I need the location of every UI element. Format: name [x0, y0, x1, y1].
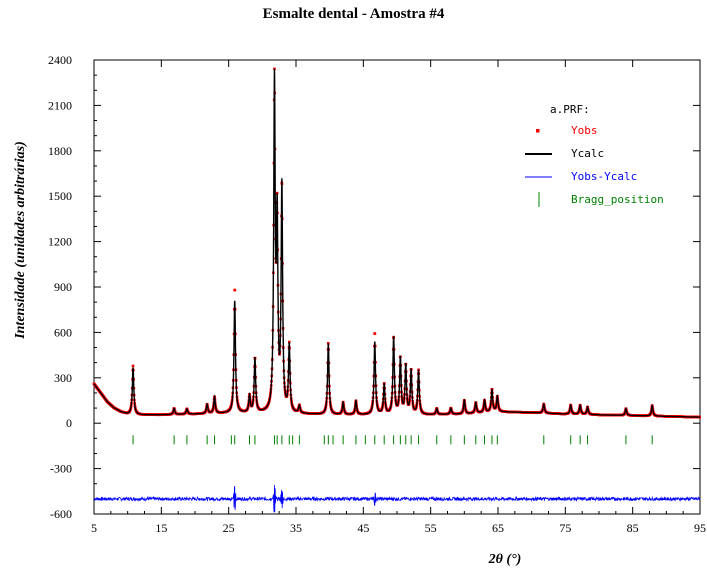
- y-tick-label: 1500: [48, 189, 72, 203]
- x-tick-label: 95: [694, 521, 706, 535]
- x-tick-label: 45: [357, 521, 369, 535]
- y-tick-label: 0: [66, 416, 72, 430]
- y-tick-label: 900: [54, 280, 72, 294]
- x-tick-label: 65: [492, 521, 504, 535]
- legend-label: Yobs-Ycalc: [571, 170, 637, 183]
- y-tick-label: 1800: [48, 144, 72, 158]
- y-tick-label: -600: [50, 507, 72, 521]
- x-tick-label: 55: [425, 521, 437, 535]
- yobs-point: [131, 364, 135, 368]
- x-tick-label: 5: [91, 521, 97, 535]
- axis-ticks: 5 15 25 35 45 55 65 75 85 95 -600 -300 0 300 600 900 120…: [48, 53, 706, 535]
- x-tick-label: 85: [627, 521, 639, 535]
- y-tick-label: 1200: [48, 235, 72, 249]
- x-tick-label: 25: [223, 521, 235, 535]
- legend-label: Yobs: [571, 124, 598, 137]
- legend-swatch: [536, 129, 540, 133]
- x-tick-label: 75: [559, 521, 571, 535]
- difference-series: [93, 484, 701, 513]
- y-tick-label: 300: [54, 371, 72, 385]
- legend: a.PRF: Yobs Ycalc Yobs-Ycalc Bragg_position: [525, 103, 664, 207]
- yobs-point: [373, 332, 377, 335]
- y-tick-label: 2100: [48, 98, 72, 112]
- x-axis-label: 2θ (°): [488, 552, 522, 567]
- yobs-point: [233, 288, 237, 292]
- y-tick-label: 600: [54, 325, 72, 339]
- y-tick-label: -300: [50, 462, 72, 476]
- x-tick-label: 15: [155, 521, 167, 535]
- plot-frame: [93, 59, 701, 515]
- legend-label: Bragg_position: [571, 193, 664, 206]
- x-tick-label: 35: [290, 521, 302, 535]
- y-axis-label: Intensidade (unidades arbitrárias): [13, 141, 28, 340]
- chart-title: Esmalte dental - Amostra #4: [262, 6, 445, 22]
- bragg-position-series: [132, 435, 653, 445]
- ycalc-series: [93, 68, 700, 418]
- legend-label: Ycalc: [571, 147, 604, 160]
- y-tick-label: 2400: [48, 53, 72, 67]
- yobs-series: [92, 67, 702, 419]
- legend-title: a.PRF:: [550, 103, 590, 116]
